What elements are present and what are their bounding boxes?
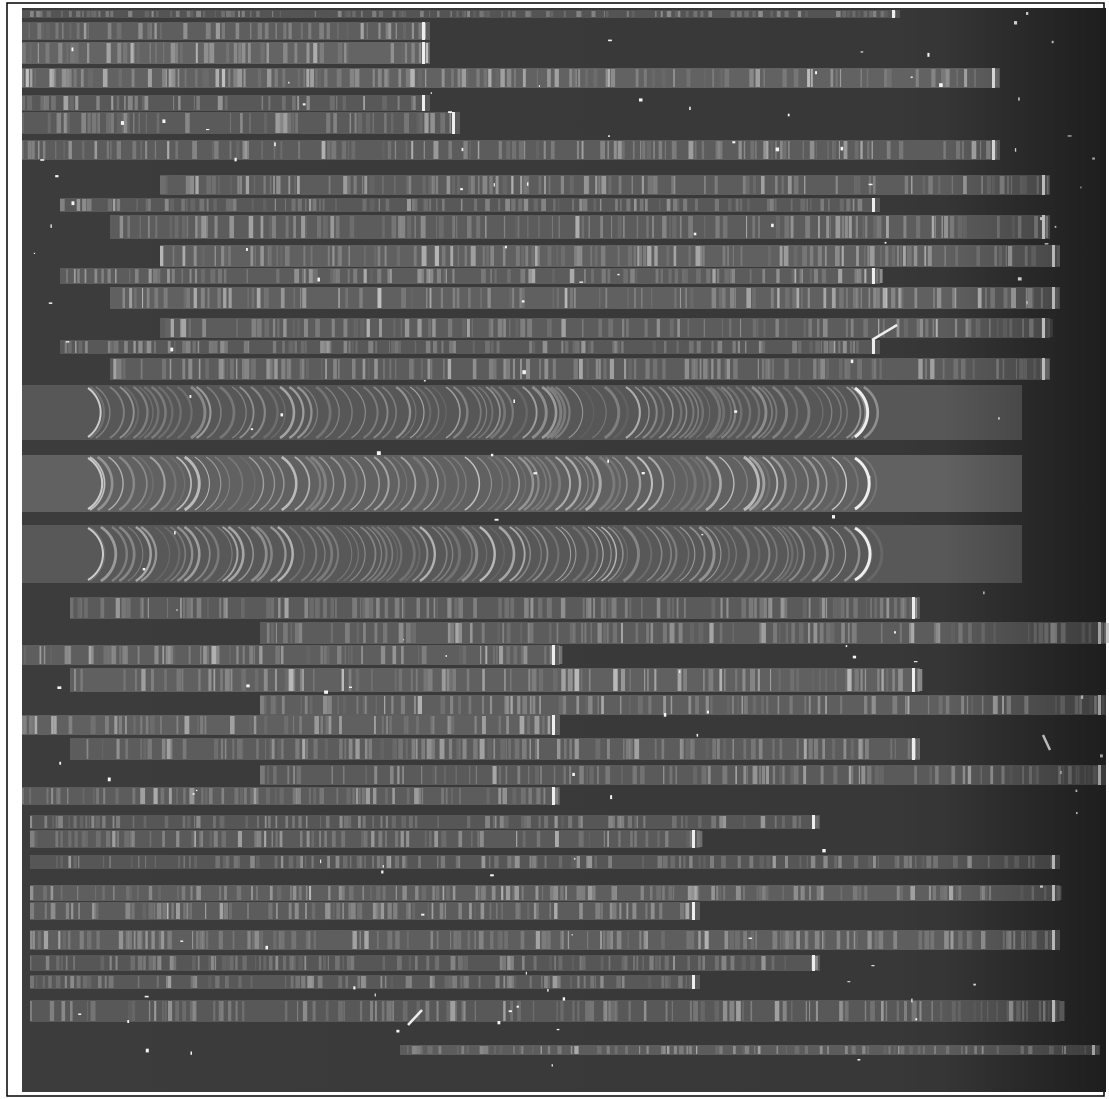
emission-line — [1104, 623, 1109, 643]
vignette — [22, 8, 1106, 1092]
